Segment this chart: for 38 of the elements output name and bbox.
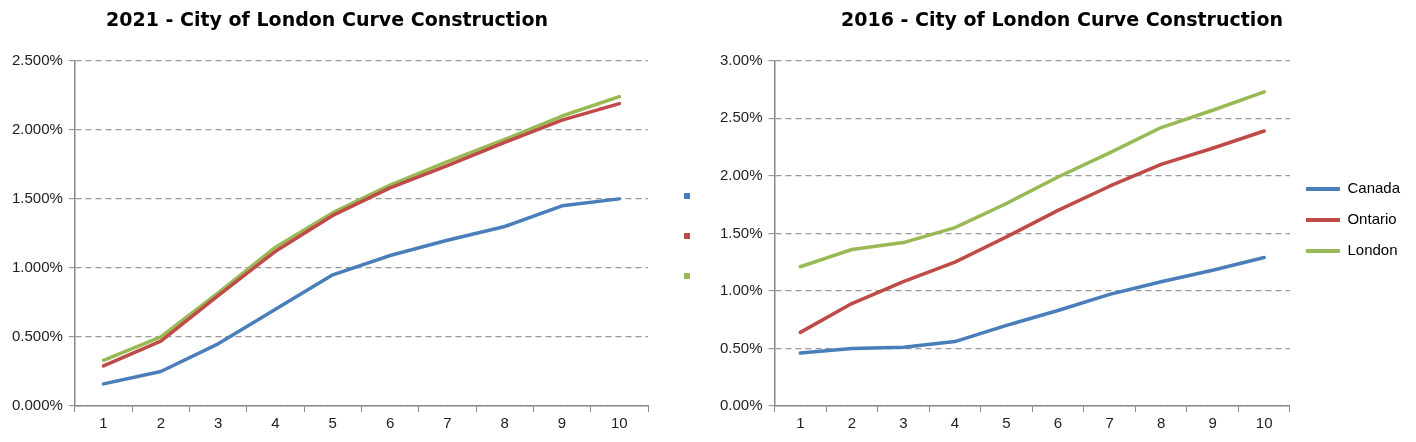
x-tick-label: 6 [385,414,395,432]
legend-label: London [1347,241,1398,259]
x-tick-label: 9 [557,414,567,432]
chart-title: 2016 - City of London Curve Construction [841,8,1283,31]
y-tick-label: 0.00% [719,396,763,414]
x-tick-label: 9 [1208,414,1217,432]
x-tick-label: 5 [1002,414,1011,432]
y-tick-label: 0.500% [12,327,63,345]
x-tick-label: 4 [271,414,280,432]
y-tick-label: 2.500% [12,50,63,68]
x-tick-label: 2 [847,414,857,432]
y-tick-label: 1.000% [12,258,63,276]
chart-title: 2021 - City of London Curve Construction [106,8,548,31]
x-tick-label: 5 [328,414,337,432]
legend-label: Ontario [1347,210,1397,228]
y-tick-label: 1.50% [719,223,763,241]
legend-label: Canada [1347,179,1401,197]
y-tick-label: 1.500% [12,189,63,207]
x-tick-label: 3 [899,414,908,432]
x-tick-label: 7 [1105,414,1114,432]
x-tick-label: 3 [213,414,223,432]
x-tick-label: 6 [1053,414,1063,432]
y-tick-label: 0.50% [719,338,763,356]
x-tick-label: 10 [611,414,628,432]
x-tick-label: 1 [99,414,108,432]
y-tick-label: 3.00% [719,50,763,68]
x-tick-label: 10 [1255,414,1273,432]
x-tick-label: 8 [500,414,509,432]
y-tick-label: 2.00% [719,166,763,184]
x-tick-label: 8 [1156,414,1166,432]
x-tick-label: 7 [443,414,452,432]
y-tick-label: 0.000% [12,396,63,414]
y-tick-label: 2.50% [719,108,763,126]
y-tick-label: 2.000% [12,119,63,137]
x-tick-label: 1 [796,414,805,432]
y-tick-label: 1.00% [719,281,763,299]
x-tick-label: 4 [950,414,960,432]
x-tick-label: 2 [156,414,166,432]
